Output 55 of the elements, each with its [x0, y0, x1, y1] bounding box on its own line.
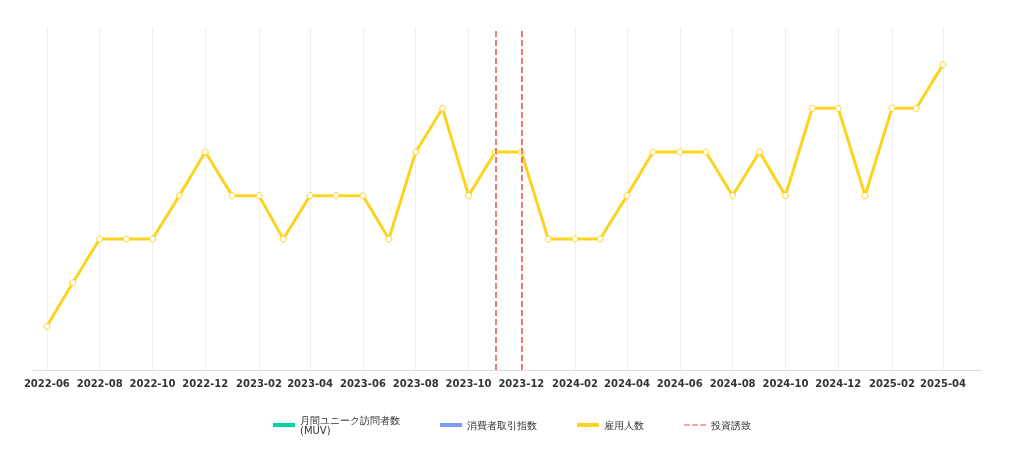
x-tick-label: 2022-06	[23, 377, 70, 389]
point	[96, 235, 104, 243]
point	[808, 104, 816, 112]
x-tick-label: 2022-12	[182, 377, 229, 389]
x-tick-label: 2024-10	[762, 377, 809, 389]
x-tick-label: 2025-02	[869, 377, 915, 389]
point	[888, 104, 896, 112]
point	[939, 61, 947, 69]
x-tick-label: 2024-04	[604, 377, 650, 389]
legend-label: 消費者取引指数	[467, 419, 537, 431]
point	[781, 192, 789, 200]
point	[149, 235, 156, 243]
point	[623, 192, 631, 200]
point	[412, 148, 420, 156]
point	[439, 104, 447, 112]
x-tick-label: 2025-04	[920, 377, 967, 389]
point	[729, 192, 737, 200]
x-tick-label: 2024-02	[552, 377, 599, 389]
point	[123, 235, 131, 243]
point	[912, 104, 920, 112]
point	[255, 192, 263, 200]
point	[201, 148, 209, 156]
point	[279, 235, 287, 243]
x-tick-label: 2024-06	[656, 377, 703, 389]
x-tick-label: 2022-08	[76, 377, 123, 389]
x-tick-label: 2022-10	[129, 377, 176, 389]
legend-label: 月間ユニーク訪問者数 (MUV)	[300, 414, 400, 436]
point	[544, 235, 552, 243]
x-tick-label: 2023-10	[445, 377, 492, 389]
x-tick-label: 2024-12	[815, 377, 862, 389]
point	[649, 148, 657, 156]
x-tick-label: 2023-04	[287, 377, 334, 389]
point	[175, 192, 183, 200]
point	[465, 192, 473, 200]
x-tick-label: 2023-06	[339, 377, 386, 389]
point	[385, 235, 393, 243]
x-tick-label: 2023-02	[236, 377, 282, 389]
point	[571, 235, 579, 243]
point	[596, 235, 604, 243]
legend-label: 雇用人数	[604, 419, 644, 431]
point	[702, 148, 710, 156]
point	[332, 192, 340, 200]
point	[228, 192, 236, 200]
point	[69, 279, 77, 287]
point	[834, 104, 842, 112]
point	[306, 192, 314, 200]
x-tick-label: 2023-12	[498, 377, 545, 389]
point	[43, 322, 51, 330]
point	[359, 192, 367, 200]
point	[861, 192, 869, 200]
point	[676, 148, 684, 156]
x-tick-label: 2023-08	[392, 377, 439, 389]
legend-label: 投資誘致	[710, 419, 751, 431]
point	[755, 148, 763, 156]
x-tick-label: 2024-08	[709, 377, 756, 389]
